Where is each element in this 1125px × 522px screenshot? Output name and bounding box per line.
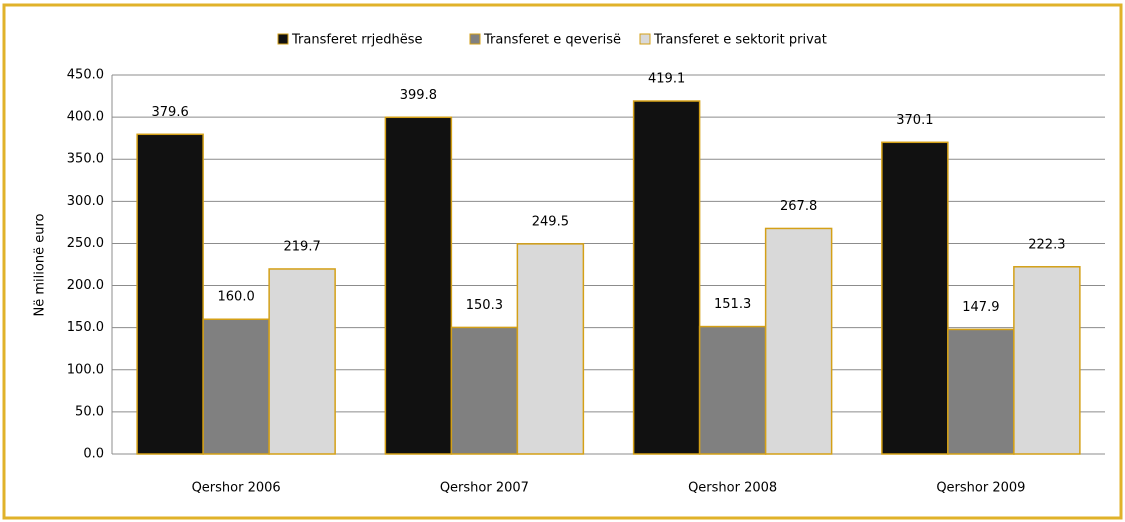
bar bbox=[268, 268, 336, 455]
y-tick-label: 150.0 bbox=[67, 320, 104, 335]
data-label: 151.3 bbox=[714, 297, 751, 312]
y-tick-label: 300.0 bbox=[67, 194, 104, 209]
bar bbox=[632, 100, 701, 455]
legend-label: Transferet e sektorit privat bbox=[653, 33, 827, 48]
data-label: 267.8 bbox=[780, 199, 817, 214]
y-tick-label: 50.0 bbox=[75, 404, 104, 419]
data-label: 160.0 bbox=[218, 290, 255, 305]
bar bbox=[136, 133, 204, 455]
data-label: 150.3 bbox=[466, 298, 503, 313]
bar bbox=[202, 318, 270, 455]
data-label: 249.5 bbox=[532, 214, 569, 229]
y-axis-label: Në milionë euro bbox=[33, 213, 48, 316]
bar bbox=[698, 325, 767, 455]
bar bbox=[764, 227, 833, 455]
data-label: 222.3 bbox=[1028, 237, 1065, 252]
y-tick-label: 200.0 bbox=[67, 278, 104, 293]
data-label: 219.7 bbox=[284, 239, 321, 254]
y-tick-label: 400.0 bbox=[67, 110, 104, 125]
y-tick-label: 0.0 bbox=[83, 447, 104, 462]
x-tick-label: Qershor 2009 bbox=[936, 481, 1025, 496]
data-label: 399.8 bbox=[400, 88, 437, 103]
bar bbox=[384, 116, 453, 455]
y-tick-label: 250.0 bbox=[67, 236, 104, 251]
y-tick-label: 350.0 bbox=[67, 152, 104, 167]
y-tick-label: 100.0 bbox=[67, 362, 104, 377]
bar bbox=[516, 243, 585, 455]
legend-label: Transferet rrjedhëse bbox=[291, 33, 423, 48]
legend-swatch bbox=[639, 33, 651, 45]
x-tick-label: Qershor 2007 bbox=[440, 481, 529, 496]
bar bbox=[881, 141, 949, 455]
y-tick-label: 450.0 bbox=[67, 68, 104, 83]
bar bbox=[1013, 266, 1081, 455]
data-label: 419.1 bbox=[648, 72, 685, 87]
bar bbox=[450, 326, 519, 455]
data-label: 379.6 bbox=[152, 105, 189, 120]
legend-swatch bbox=[277, 33, 289, 45]
legend-swatch bbox=[469, 33, 481, 45]
x-tick-label: Qershor 2008 bbox=[688, 481, 777, 496]
data-label: 370.1 bbox=[896, 113, 933, 128]
legend-label: Transferet e qeverisë bbox=[483, 33, 621, 48]
bar bbox=[947, 328, 1015, 455]
data-label: 147.9 bbox=[962, 300, 999, 315]
x-tick-label: Qershor 2006 bbox=[192, 481, 281, 496]
